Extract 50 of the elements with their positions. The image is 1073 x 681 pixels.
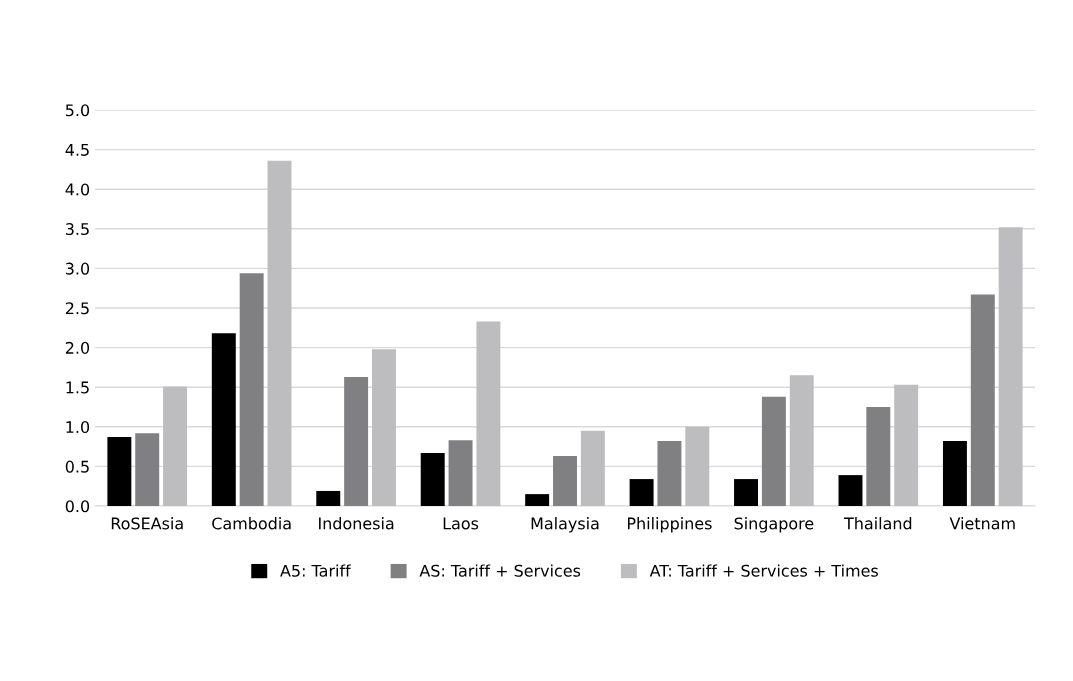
x-tick-label: Singapore xyxy=(734,517,814,533)
y-tick-label: 4.0 xyxy=(65,183,90,196)
bar xyxy=(761,396,786,506)
bar xyxy=(629,479,654,506)
y-tick-label: 0.5 xyxy=(65,460,89,473)
bar xyxy=(476,321,501,506)
bar xyxy=(866,407,891,506)
bar xyxy=(316,490,341,506)
bar xyxy=(942,441,967,506)
y-tick-label: 5.0 xyxy=(65,104,90,117)
bar xyxy=(685,426,710,506)
bar xyxy=(998,227,1023,506)
bar xyxy=(420,452,445,506)
bar xyxy=(734,479,759,506)
x-tick-label: Malaysia xyxy=(531,517,599,533)
bar xyxy=(970,294,995,506)
y-tick-label: 0.0 xyxy=(65,500,90,513)
bar xyxy=(525,494,550,506)
bar xyxy=(267,160,292,506)
y-tick-label: 2.5 xyxy=(65,302,89,315)
x-tick-label: Indonesia xyxy=(319,517,394,530)
x-tick-label: Vietnam xyxy=(949,517,1015,530)
y-tick-label: 1.5 xyxy=(66,381,89,394)
y-tick-label: 3.0 xyxy=(65,262,90,275)
bar xyxy=(553,456,577,506)
x-tick-label: Laos xyxy=(443,517,479,530)
x-tick-label: Cambodia xyxy=(212,517,291,530)
legend-label: AT: Tariff + Services + Times xyxy=(649,564,878,577)
legend-label: AS: Tariff + Services xyxy=(419,564,581,577)
bar xyxy=(239,273,264,506)
x-tick-label: Philippines xyxy=(627,517,712,533)
x-tick-label: Thailand xyxy=(843,517,912,530)
bar xyxy=(657,441,682,506)
bar xyxy=(838,475,863,506)
bar xyxy=(211,333,236,506)
legend-label: A5: Tariff xyxy=(280,564,351,577)
y-tick-label: 4.5 xyxy=(65,144,89,156)
y-tick-label: 1.0 xyxy=(66,421,90,434)
bar xyxy=(344,376,369,506)
bar xyxy=(580,430,605,506)
bar xyxy=(371,349,396,506)
y-tick-label: 2.0 xyxy=(65,341,90,354)
bar xyxy=(163,386,188,506)
x-tick-label: RoSEAsia xyxy=(111,517,183,530)
bar xyxy=(894,384,919,506)
bar xyxy=(789,375,814,506)
y-tick-label: 3.5 xyxy=(65,223,89,236)
bar xyxy=(135,433,160,506)
bar xyxy=(107,437,132,506)
bar xyxy=(448,440,473,506)
